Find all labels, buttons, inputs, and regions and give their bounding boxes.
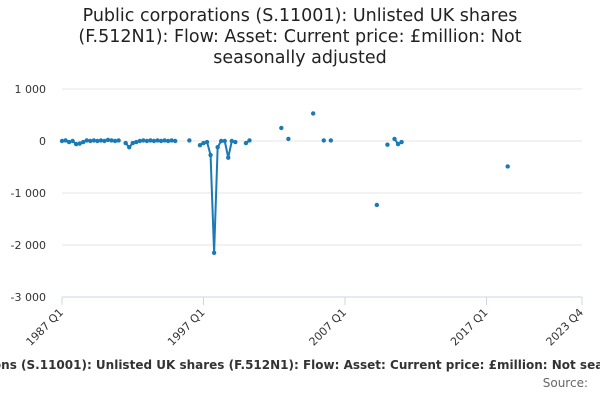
data-point	[321, 138, 326, 143]
data-point	[81, 139, 86, 145]
data-point	[197, 142, 203, 148]
data-point	[123, 140, 128, 146]
data-point	[112, 138, 118, 144]
data-point	[247, 138, 252, 143]
data-point	[98, 138, 104, 143]
data-point	[385, 142, 390, 147]
chart-title-line: Public corporations (S.11001): Unlisted …	[82, 6, 518, 26]
x-tick-label: 2023 Q4	[544, 306, 587, 349]
data-point	[59, 138, 65, 144]
data-point	[392, 136, 397, 142]
data-point	[165, 138, 171, 144]
data-point	[208, 152, 213, 158]
chart-title-line: seasonally adjusted	[213, 48, 387, 68]
data-point	[91, 138, 97, 143]
data-point	[395, 141, 401, 147]
data-point	[109, 138, 114, 143]
y-tick-label: 0	[39, 135, 46, 148]
y-tick-label: -1 000	[11, 187, 46, 200]
data-point	[374, 202, 380, 208]
data-point	[399, 139, 404, 145]
data-point	[66, 139, 72, 145]
data-point	[158, 138, 164, 144]
data-point	[151, 138, 157, 144]
data-point	[243, 140, 249, 146]
data-point	[77, 141, 82, 146]
y-tick-label: -3 000	[11, 291, 46, 304]
data-point	[204, 139, 210, 145]
data-point	[222, 138, 227, 144]
chart-title: Public corporations (S.11001): Unlisted …	[0, 6, 600, 69]
y-tick-label: 1 000	[15, 83, 47, 96]
data-point	[218, 138, 224, 144]
source-label: Source:	[542, 376, 588, 390]
data-point	[211, 250, 217, 255]
data-point	[155, 138, 160, 143]
data-point	[73, 141, 79, 147]
data-point	[141, 138, 146, 143]
x-tick-label: 1997 Q1	[165, 306, 208, 349]
data-point	[134, 139, 139, 145]
data-point	[215, 145, 220, 150]
y-tick-label: -2 000	[11, 239, 46, 252]
data-point	[233, 139, 238, 145]
data-point	[328, 138, 334, 143]
x-tick-label: 1987 Q1	[24, 306, 67, 349]
data-point	[102, 138, 107, 144]
data-point	[201, 140, 206, 146]
data-point	[137, 138, 143, 144]
legend-label: Public corporations (S.11001): Unlisted …	[0, 358, 600, 372]
data-point	[169, 138, 174, 143]
data-point	[505, 164, 510, 169]
data-point	[63, 138, 68, 143]
data-point	[144, 138, 150, 144]
data-point	[130, 140, 135, 146]
data-point	[105, 137, 111, 143]
data-point	[70, 138, 75, 144]
data-point	[127, 145, 132, 150]
data-point	[229, 138, 234, 144]
data-point	[148, 138, 153, 143]
data-point	[310, 111, 316, 116]
x-tick-label: 2017 Q1	[448, 306, 491, 349]
data-point	[173, 138, 178, 144]
data-point	[95, 138, 100, 144]
data-point	[88, 138, 93, 144]
legend: Public corporations (S.11001): Unlisted …	[0, 358, 600, 372]
data-point	[226, 155, 231, 160]
data-point	[279, 125, 284, 131]
data-point	[84, 138, 89, 143]
data-point	[162, 138, 167, 143]
data-point	[116, 138, 121, 143]
chart-title-line: (F.512N1): Flow: Asset: Current price: £…	[78, 27, 522, 47]
data-point	[286, 136, 291, 142]
data-point	[187, 138, 192, 143]
x-tick-label: 2007 Q1	[307, 306, 350, 349]
